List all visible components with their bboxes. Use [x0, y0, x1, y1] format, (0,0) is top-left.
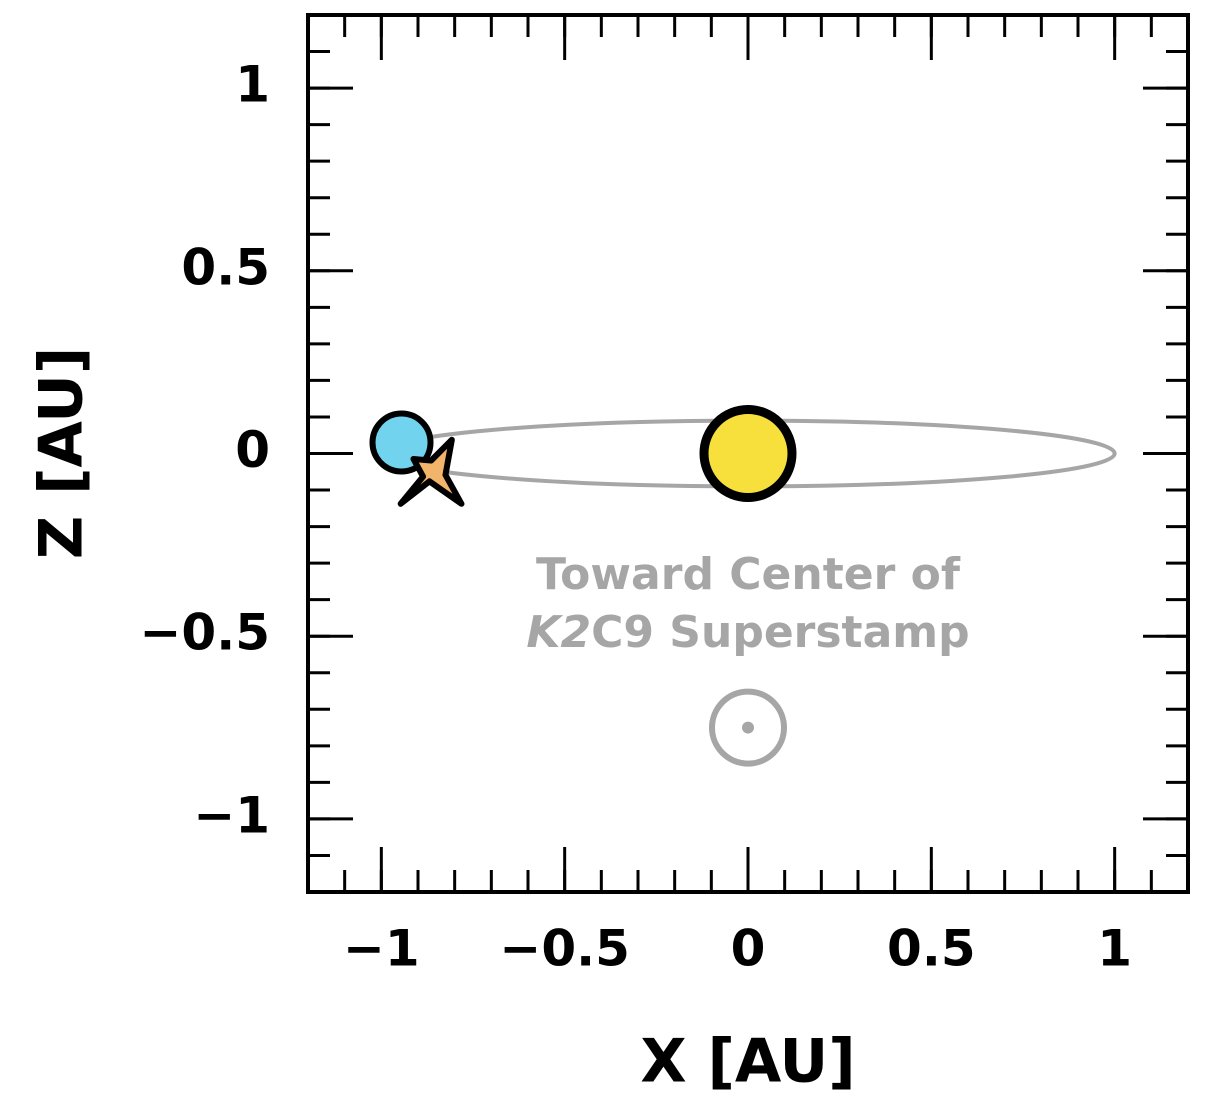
plot-frame	[306, 13, 1190, 894]
annotation-line: Toward Center of	[536, 549, 961, 600]
x-tick-label: −0.5	[499, 920, 629, 978]
star-marker	[397, 436, 465, 507]
y-tick-label: 1	[235, 56, 270, 114]
x-tick-label: 1	[1097, 920, 1132, 978]
x-tick-label: 0	[731, 920, 766, 978]
annotation-italic: K2	[526, 607, 591, 658]
y-tick-label: −0.5	[140, 604, 270, 662]
y-tick-label: −1	[193, 786, 270, 844]
x-tick-label: 0.5	[887, 920, 976, 978]
target-marker	[709, 688, 787, 767]
y-axis-label: Z [AU]	[27, 347, 97, 560]
y-tick-label: 0	[235, 421, 270, 479]
x-tick-label: −1	[343, 920, 420, 978]
y-tick-label: 0.5	[181, 238, 270, 296]
x-axis-label: X [AU]	[640, 1027, 855, 1097]
annotation-line: K2C9 Superstamp	[526, 607, 969, 658]
target-dot	[742, 721, 754, 734]
sun-marker	[699, 405, 797, 502]
annotation-text: C9 Superstamp	[591, 607, 970, 658]
